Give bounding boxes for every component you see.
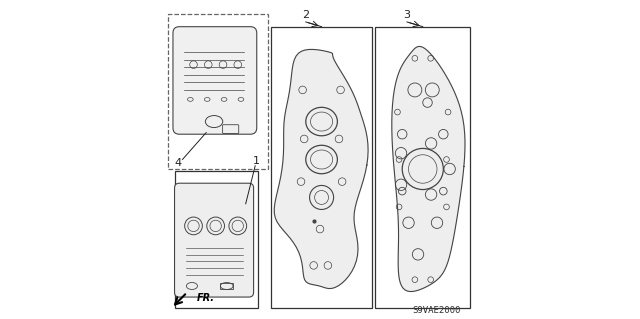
Bar (220, 283, 233, 288)
Bar (175, 171, 259, 308)
Text: 3: 3 (403, 10, 410, 20)
Text: 1: 1 (253, 156, 260, 166)
Text: FR.: FR. (196, 293, 214, 303)
Text: 2: 2 (302, 10, 309, 20)
Bar (375, 27, 470, 308)
Bar (168, 14, 268, 169)
Polygon shape (274, 49, 368, 289)
Text: 4: 4 (175, 158, 182, 168)
FancyBboxPatch shape (173, 27, 257, 134)
Polygon shape (392, 47, 465, 292)
Bar (271, 27, 372, 308)
FancyBboxPatch shape (175, 183, 253, 297)
Text: S9VAE2000: S9VAE2000 (413, 306, 461, 315)
